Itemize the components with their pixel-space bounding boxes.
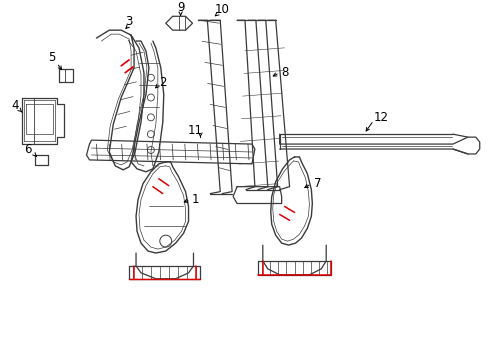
Text: 6: 6	[24, 143, 32, 156]
Text: 12: 12	[372, 111, 387, 124]
Text: 11: 11	[187, 124, 203, 137]
Text: 8: 8	[280, 66, 288, 79]
Text: 9: 9	[177, 1, 184, 14]
Text: 10: 10	[214, 3, 229, 16]
Text: 1: 1	[191, 193, 199, 206]
Text: 7: 7	[313, 177, 321, 190]
Text: 5: 5	[48, 51, 56, 64]
Text: 2: 2	[159, 76, 166, 89]
Text: 4: 4	[11, 99, 19, 112]
Text: 3: 3	[125, 15, 133, 28]
